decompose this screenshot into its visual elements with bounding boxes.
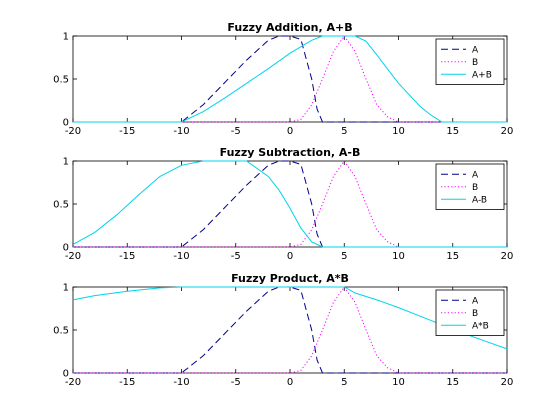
series-line-A: [73, 286, 507, 374]
legend-label: A+B: [472, 70, 492, 80]
x-tick-label: 5: [341, 377, 347, 388]
legend-label: A*B: [472, 321, 489, 331]
legend-label: A: [472, 296, 479, 306]
legend-box: [435, 289, 505, 336]
y-tick-label: 0: [63, 118, 69, 129]
x-tick-label: 20: [501, 251, 514, 262]
x-tick-label: -15: [119, 126, 135, 137]
legend-label: B: [472, 183, 478, 193]
y-tick-label: 0: [63, 243, 69, 254]
x-tick-label: 15: [446, 126, 459, 137]
series-line-B: [73, 286, 507, 374]
x-tick-label: 15: [446, 251, 459, 262]
legend-label: B: [472, 309, 478, 319]
x-tick-label: 10: [392, 377, 405, 388]
x-tick-label: -20: [65, 251, 81, 262]
x-tick-label: 0: [287, 251, 293, 262]
x-tick-label: 20: [501, 377, 514, 388]
chart-panel-2: Fuzzy Subtraction, A-B-20 -15 -10 -5 0 5 10 15 2…: [53, 146, 513, 262]
x-tick-label: 20: [501, 126, 514, 137]
legend: AB A-B: [435, 163, 505, 210]
series-line-A+B: [73, 35, 507, 123]
x-tick-label: 10: [392, 251, 405, 262]
chart-panel-1: Fuzzy Addition, A+B -20 -15 -10 -5 0 5 10 15 20 0 0…: [53, 21, 513, 137]
series-line-A-B: [72, 160, 507, 248]
legend-box: [435, 163, 505, 210]
x-tick-label: -5: [231, 126, 241, 137]
x-tick-label: -5: [231, 251, 241, 262]
x-tick-label: -20: [65, 126, 81, 137]
x-tick-label: 0: [287, 377, 293, 388]
axes-box: [72, 160, 508, 248]
legend-box: [435, 38, 505, 85]
series-line-A: [73, 35, 507, 123]
chart-title: Fuzzy Product, A*B: [231, 272, 349, 285]
chart-panel-3: Fuzzy Product, A*B -20 -15 -10 -5 0 5 10 15 20 0 0.…: [53, 272, 513, 388]
x-tick-label: -10: [173, 377, 189, 388]
legend: AB A+B: [435, 38, 505, 85]
x-tick-label: -5: [231, 377, 241, 388]
series-line-B: [73, 160, 507, 248]
series-line-A: [73, 160, 507, 248]
legend: AB A*B: [435, 289, 505, 336]
x-tick-label: 10: [392, 126, 405, 137]
y-tick-label: 0.5: [53, 200, 69, 211]
x-tick-label: 5: [341, 251, 347, 262]
series-line-B: [73, 35, 507, 123]
legend-label: B: [472, 58, 478, 68]
x-tick-label: -10: [173, 251, 189, 262]
chart-title: Fuzzy Subtraction, A-B: [220, 146, 361, 159]
axes-box: [72, 35, 508, 123]
y-tick-label: 0: [63, 369, 69, 380]
y-tick-label: 1: [63, 157, 69, 168]
x-tick-label: 15: [446, 377, 459, 388]
chart-title: Fuzzy Addition, A+B: [227, 21, 352, 34]
x-tick-label: -20: [65, 377, 81, 388]
y-tick-label: 1: [63, 283, 69, 294]
x-tick-label: 0: [287, 126, 293, 137]
legend-label: A: [472, 45, 479, 55]
x-tick-label: -15: [119, 377, 135, 388]
legend-label: A-B: [472, 195, 487, 205]
x-tick-label: -10: [173, 126, 189, 137]
y-tick-label: 0.5: [53, 326, 69, 337]
x-tick-label: -15: [119, 251, 135, 262]
y-tick-label: 1: [63, 32, 69, 43]
legend-label: A: [472, 170, 479, 180]
y-tick-label: 0.5: [53, 75, 69, 86]
x-tick-label: 5: [341, 126, 347, 137]
